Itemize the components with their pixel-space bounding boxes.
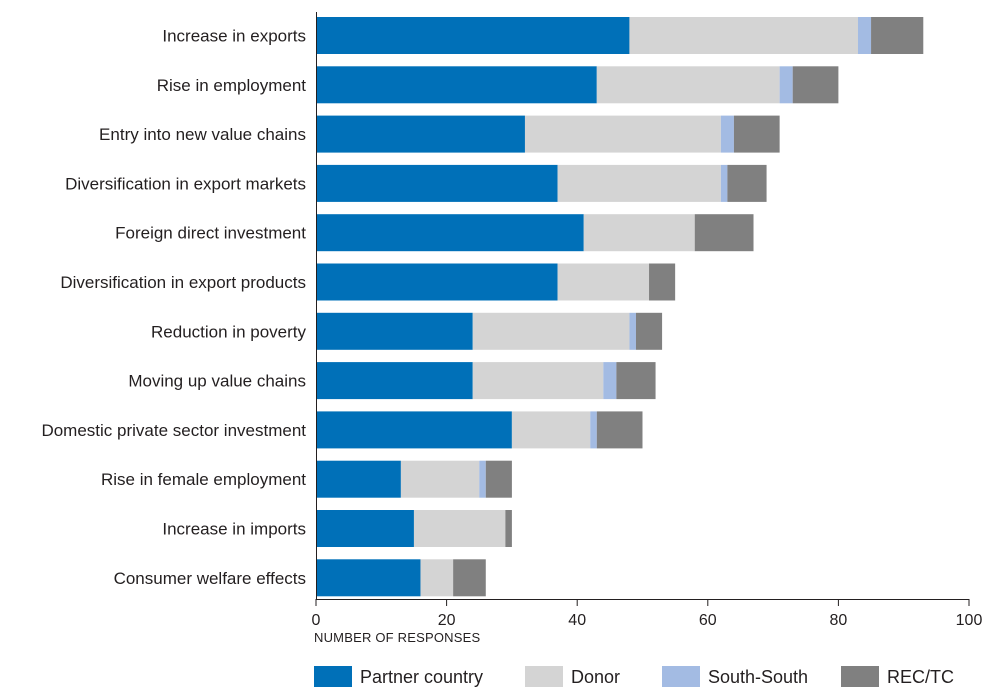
x-axis-ticks: 0 20 40 60 80 100 <box>312 599 983 629</box>
bar-segment-2-row-10 <box>400 460 480 498</box>
x-tick-label: 20 <box>438 612 456 629</box>
bar-segment-4-row-5 <box>694 214 754 252</box>
category-label: Diversification in export markets <box>65 174 306 193</box>
x-tick-label: 40 <box>568 612 586 629</box>
category-label: Moving up value chains <box>128 372 306 391</box>
legend-swatch <box>841 666 879 687</box>
bar-segment-1-row-1 <box>316 17 630 54</box>
bar-segment-3-row-8 <box>603 362 617 400</box>
bar-segment-4-row-2 <box>792 66 839 104</box>
bar-segment-2-row-2 <box>596 66 780 104</box>
category-label: Entry into new value chains <box>99 125 306 144</box>
category-label: Diversification in export products <box>60 273 306 292</box>
bar-segment-1-row-10 <box>316 460 401 498</box>
bar-segment-4-row-12 <box>453 559 486 597</box>
bar-segment-1-row-8 <box>316 362 473 400</box>
bar-segment-3-row-7 <box>629 312 636 350</box>
legend: Partner country Donor South-South REC/TC <box>314 666 954 687</box>
x-tick-label: 100 <box>956 612 983 629</box>
bar-segment-2-row-4 <box>557 164 721 202</box>
category-label: Consumer welfare effects <box>114 569 306 588</box>
bar-segment-2-row-1 <box>629 17 858 54</box>
legend-label: REC/TC <box>887 667 954 687</box>
bar-segment-1-row-2 <box>316 66 597 104</box>
category-label: Rise in female employment <box>101 470 306 489</box>
bar-segment-4-row-1 <box>871 17 924 54</box>
category-label: Increase in exports <box>162 27 306 46</box>
bar-segment-1-row-4 <box>316 164 558 202</box>
bar-segment-3-row-1 <box>857 17 872 54</box>
bar-segment-2-row-5 <box>583 214 695 252</box>
bar-segment-4-row-11 <box>505 510 512 547</box>
bars-group <box>316 17 924 597</box>
category-label: Foreign direct investment <box>115 224 306 243</box>
category-label: Rise in employment <box>157 76 307 95</box>
legend-label: South-South <box>708 667 808 687</box>
bar-segment-4-row-3 <box>733 115 780 153</box>
bar-segment-4-row-8 <box>616 362 656 400</box>
bar-segment-3-row-2 <box>779 66 793 104</box>
bar-segment-4-row-9 <box>596 411 643 449</box>
bar-segment-1-row-3 <box>316 115 525 153</box>
bar-segment-4-row-4 <box>727 164 767 202</box>
bar-segment-1-row-11 <box>316 510 414 547</box>
x-tick-label: 60 <box>699 612 717 629</box>
x-axis-title: NUMBER OF RESPONSES <box>314 630 480 645</box>
x-tick-label: 0 <box>312 612 321 629</box>
x-tick-label: 80 <box>830 612 848 629</box>
legend-swatch <box>314 666 352 687</box>
bar-segment-2-row-12 <box>420 559 454 597</box>
bar-segment-1-row-5 <box>316 214 584 252</box>
bar-segment-2-row-3 <box>524 115 721 153</box>
bar-segment-2-row-9 <box>511 411 591 449</box>
bar-segment-2-row-8 <box>472 362 604 400</box>
bar-segment-1-row-12 <box>316 559 421 597</box>
bar-segment-1-row-7 <box>316 312 473 350</box>
bar-segment-2-row-7 <box>472 312 630 350</box>
bar-segment-2-row-11 <box>413 510 506 547</box>
category-label: Increase in imports <box>162 520 306 539</box>
legend-swatch <box>525 666 563 687</box>
category-label: Reduction in poverty <box>151 322 306 341</box>
bar-segment-3-row-10 <box>479 460 486 498</box>
bar-segment-1-row-6 <box>316 263 558 301</box>
category-labels: Increase in exports Rise in employment Ent… <box>41 27 306 588</box>
category-label: Domestic private sector investment <box>41 421 306 440</box>
bar-segment-3-row-4 <box>720 164 728 202</box>
bar-segment-4-row-6 <box>649 263 676 301</box>
legend-label: Donor <box>571 667 620 687</box>
legend-label: Partner country <box>360 667 483 687</box>
bar-segment-1-row-9 <box>316 411 512 449</box>
bar-segment-3-row-3 <box>720 115 734 153</box>
legend-swatch <box>662 666 700 687</box>
bar-segment-4-row-10 <box>485 460 512 498</box>
bar-segment-4-row-7 <box>635 312 663 350</box>
bar-segment-3-row-9 <box>590 411 597 449</box>
bar-segment-2-row-6 <box>557 263 650 301</box>
